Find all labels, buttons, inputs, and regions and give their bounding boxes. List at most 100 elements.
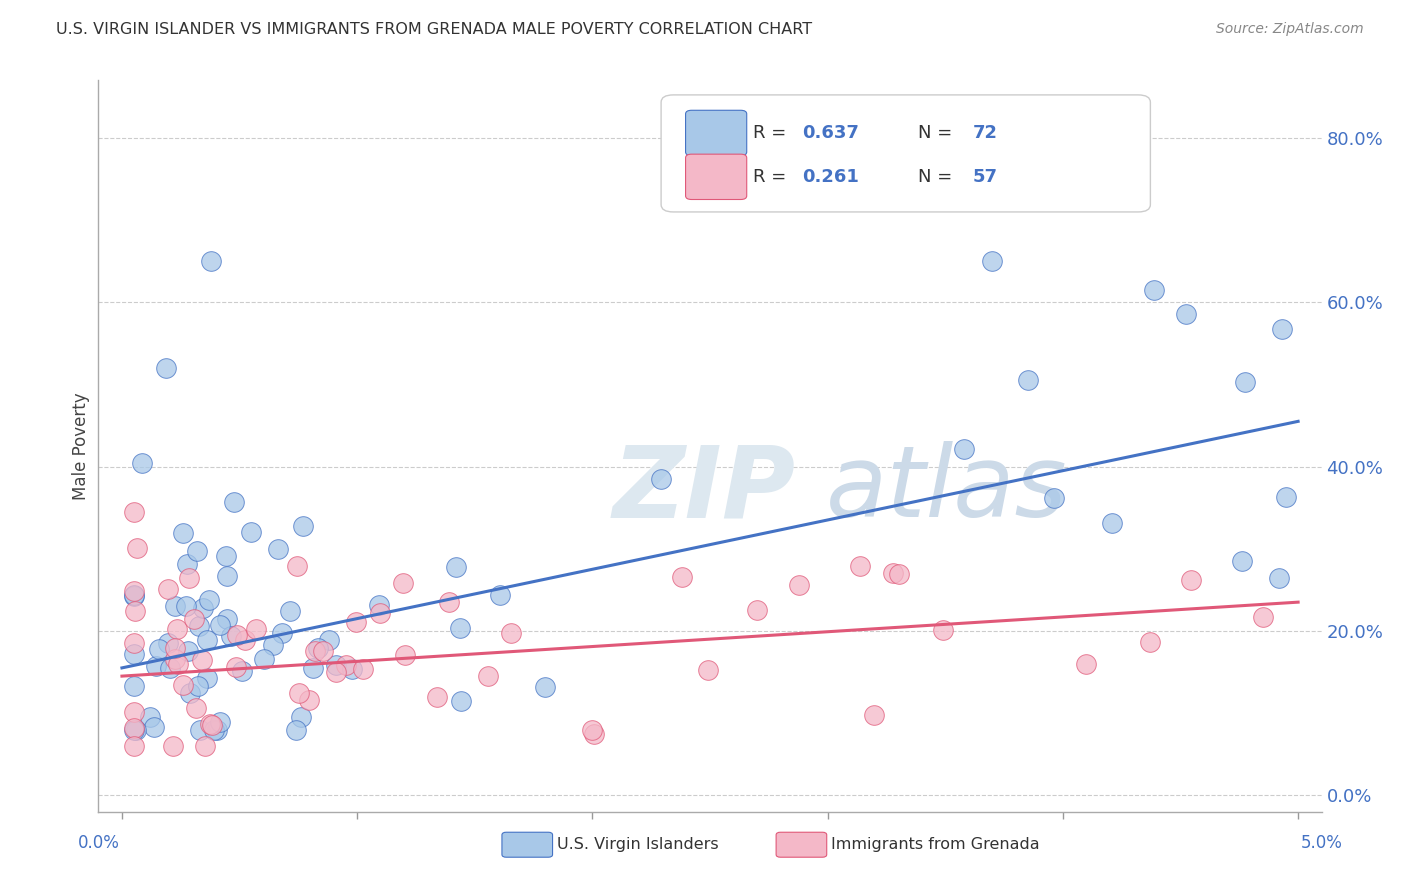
Point	[1274, 490, 1296, 504]
Point	[392, 576, 415, 591]
Point	[304, 644, 326, 658]
FancyBboxPatch shape	[686, 154, 747, 200]
Point	[271, 625, 294, 640]
Point	[1074, 657, 1097, 671]
Point	[477, 669, 499, 683]
Point	[184, 701, 207, 715]
Point	[787, 578, 810, 592]
Point	[650, 472, 672, 486]
Text: U.S. VIRGIN ISLANDER VS IMMIGRANTS FROM GRENADA MALE POVERTY CORRELATION CHART: U.S. VIRGIN ISLANDER VS IMMIGRANTS FROM …	[56, 22, 813, 37]
Text: 0.0%: 0.0%	[77, 834, 120, 852]
Point	[1230, 553, 1253, 567]
Point	[534, 681, 557, 695]
Point	[155, 360, 177, 375]
Point	[166, 657, 188, 671]
Point	[1101, 516, 1123, 531]
Point	[231, 664, 253, 678]
Point	[1043, 491, 1066, 505]
Text: N =: N =	[918, 124, 957, 142]
Point	[582, 727, 605, 741]
Point	[122, 721, 145, 735]
Point	[262, 638, 284, 652]
Point	[285, 558, 308, 573]
Point	[301, 661, 323, 675]
Point	[190, 723, 212, 737]
Text: 5.0%: 5.0%	[1301, 834, 1343, 852]
Text: 0.261: 0.261	[801, 168, 859, 186]
Point	[179, 685, 201, 699]
Point	[285, 723, 308, 737]
Text: ZIP: ZIP	[612, 442, 796, 539]
Point	[208, 714, 231, 729]
Point	[122, 505, 145, 519]
Point	[195, 671, 218, 685]
Point	[298, 692, 321, 706]
Point	[202, 723, 225, 737]
Point	[449, 621, 471, 635]
Point	[501, 626, 523, 640]
Point	[122, 588, 145, 602]
Point	[863, 708, 886, 723]
Point	[240, 525, 263, 540]
Point	[219, 629, 242, 643]
Point	[318, 633, 340, 648]
Point	[745, 603, 768, 617]
Point	[394, 648, 416, 663]
Point	[287, 685, 309, 699]
Point	[122, 705, 145, 719]
Point	[174, 599, 197, 613]
Point	[124, 604, 146, 618]
Text: N =: N =	[918, 168, 957, 186]
Point	[194, 739, 217, 753]
Point	[1139, 634, 1161, 648]
Point	[163, 641, 186, 656]
Point	[848, 558, 870, 573]
Point	[197, 593, 219, 607]
Point	[139, 710, 162, 724]
FancyBboxPatch shape	[686, 111, 747, 155]
Point	[292, 519, 315, 533]
Point	[177, 571, 200, 585]
Point	[446, 560, 468, 574]
Point	[887, 566, 910, 581]
Point	[122, 679, 145, 693]
Point	[191, 653, 214, 667]
Text: 0.637: 0.637	[801, 124, 859, 142]
Point	[426, 690, 449, 705]
Point	[450, 694, 472, 708]
Point	[882, 566, 904, 580]
Point	[980, 253, 1002, 268]
Point	[437, 595, 460, 609]
Point	[224, 494, 246, 508]
Point	[367, 599, 389, 613]
Point	[340, 662, 363, 676]
Point	[697, 663, 720, 677]
Point	[1180, 573, 1202, 587]
Point	[131, 456, 153, 470]
Point	[325, 657, 347, 672]
Point	[932, 624, 955, 638]
Text: Immigrants from Grenada: Immigrants from Grenada	[831, 838, 1039, 852]
Point	[1271, 322, 1294, 336]
Y-axis label: Male Poverty: Male Poverty	[72, 392, 90, 500]
Point	[278, 603, 301, 617]
Point	[159, 661, 181, 675]
Point	[1017, 374, 1039, 388]
Point	[488, 588, 510, 602]
Point	[165, 652, 187, 666]
Point	[176, 558, 198, 572]
Point	[122, 636, 145, 650]
Point	[166, 622, 188, 636]
Point	[193, 601, 215, 615]
Point	[198, 717, 221, 731]
Point	[245, 623, 267, 637]
Point	[200, 254, 222, 268]
Text: R =: R =	[752, 168, 792, 186]
Point	[122, 723, 145, 737]
Point	[1175, 307, 1198, 321]
FancyBboxPatch shape	[661, 95, 1150, 212]
Point	[352, 662, 374, 676]
Point	[344, 615, 367, 629]
Point	[335, 658, 357, 673]
Point	[253, 652, 276, 666]
